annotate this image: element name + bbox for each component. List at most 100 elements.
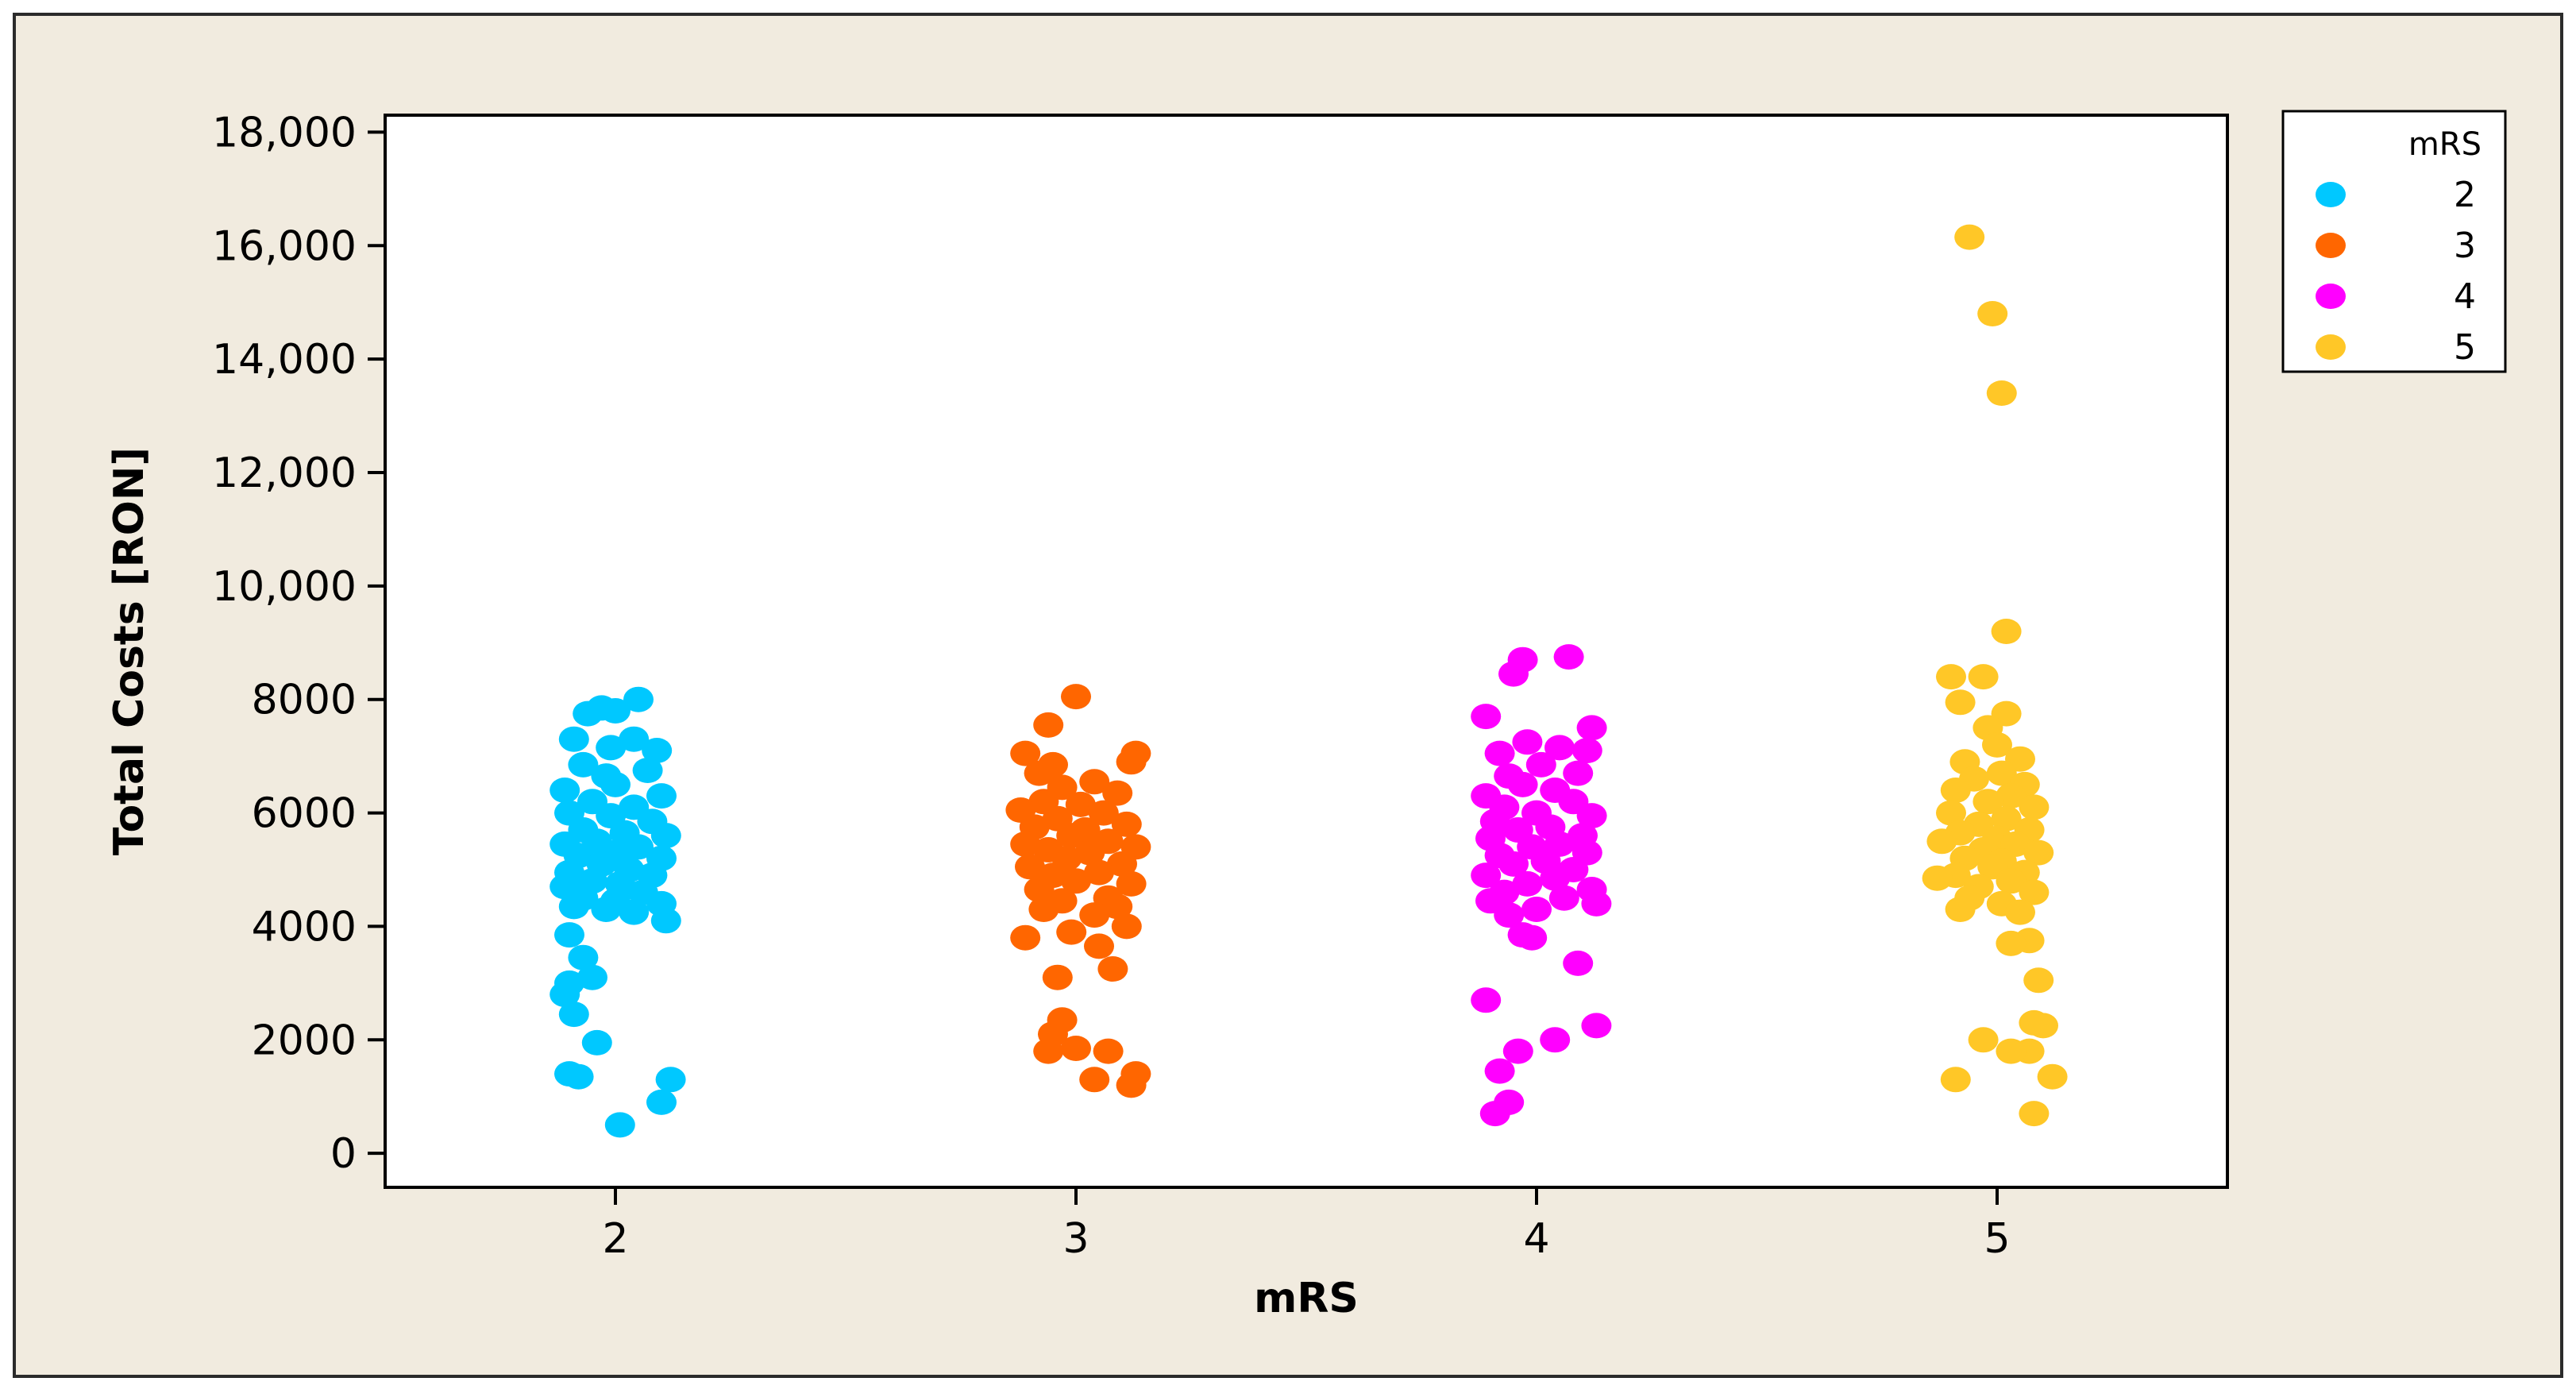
data-point-mrs-5: [1936, 800, 1966, 826]
data-point-mrs-5: [2019, 794, 2050, 820]
data-point-mrs-3: [1102, 893, 1133, 920]
data-point-mrs-3: [1010, 740, 1041, 766]
data-point-mrs-4: [1553, 644, 1584, 670]
data-point-mrs-4: [1484, 1058, 1515, 1084]
data-point-mrs-3: [1042, 964, 1073, 990]
data-point-mrs-2: [568, 751, 599, 778]
legend-label-4: 4: [2454, 276, 2476, 317]
data-point-mrs-3: [1061, 684, 1091, 710]
data-point-mrs-2: [558, 893, 589, 920]
data-point-mrs-2: [646, 1089, 677, 1115]
data-point-mrs-5: [1986, 380, 2017, 406]
data-point-mrs-4: [1563, 760, 1594, 786]
data-point-mrs-5: [2019, 879, 2050, 905]
data-point-mrs-2: [619, 726, 650, 752]
data-point-mrs-5: [1991, 619, 2022, 644]
data-point-mrs-5: [1972, 789, 2003, 815]
legend-label-3: 3: [2454, 226, 2476, 266]
data-point-mrs-4: [1498, 661, 1529, 687]
data-point-mrs-3: [1061, 868, 1091, 894]
data-point-mrs-2: [554, 922, 584, 948]
data-point-mrs-2: [600, 698, 631, 724]
data-point-mrs-4: [1471, 987, 1502, 1013]
data-point-mrs-2: [558, 1001, 589, 1028]
data-point-mrs-4: [1471, 704, 1502, 730]
legend-label-2: 2: [2454, 175, 2476, 215]
data-point-mrs-2: [650, 823, 681, 849]
data-point-mrs-3: [1097, 956, 1128, 982]
data-point-mrs-3: [1084, 933, 1114, 959]
data-point-mrs-2: [642, 738, 673, 763]
data-point-mrs-4: [1471, 863, 1502, 889]
data-point-mrs-5: [1940, 1067, 1971, 1093]
data-point-mrs-2: [623, 834, 654, 860]
data-point-mrs-2: [581, 1029, 612, 1055]
data-point-mrs-2: [632, 758, 663, 783]
data-point-mrs-2: [554, 1061, 584, 1087]
x-tick-label: 5: [1984, 1215, 2010, 1263]
data-point-mrs-2: [646, 783, 677, 809]
y-axis: 0 2000 4000 6000 8000 10,000 12,000 14,000 16,00…: [212, 109, 385, 1178]
legend: mRS 2 3 4 5: [2281, 110, 2507, 373]
data-point-mrs-5: [2005, 899, 2035, 925]
data-point-mrs-4: [1563, 950, 1594, 976]
data-point-mrs-3: [1107, 851, 1137, 877]
data-point-mrs-3: [1033, 1038, 1064, 1064]
data-point-mrs-3: [1024, 760, 1055, 786]
data-point-mrs-5: [1926, 828, 1957, 855]
data-point-mrs-2: [604, 1112, 635, 1138]
data-point-mrs-2: [550, 982, 580, 1008]
y-tick-label: 18,000: [212, 109, 357, 156]
legend-marker-2: [2316, 182, 2346, 207]
data-point-mrs-4: [1498, 851, 1529, 877]
data-point-mrs-4: [1484, 740, 1515, 766]
plot-area: [384, 114, 2229, 1189]
data-point-mrs-5: [1991, 805, 2022, 832]
data-point-mrs-5: [1954, 224, 1985, 250]
data-point-mrs-5: [1945, 689, 1976, 716]
data-point-mrs-2: [577, 964, 607, 990]
data-point-mrs-4: [1571, 738, 1602, 763]
data-point-mrs-3: [1116, 749, 1147, 775]
data-point-mrs-4: [1540, 1027, 1571, 1053]
data-point-mrs-3: [1093, 1038, 1124, 1064]
data-point-mrs-5: [1986, 760, 2017, 786]
data-point-mrs-3: [1056, 919, 1087, 945]
data-point-mrs-5: [1940, 778, 1971, 803]
data-point-mrs-2: [591, 897, 622, 922]
data-point-mrs-5: [1977, 301, 2008, 326]
data-point-mrs-5: [1996, 783, 2026, 809]
data-point-mrs-4: [1512, 729, 1543, 755]
data-point-mrs-5: [1996, 868, 2026, 894]
legend-marker-5: [2316, 334, 2346, 360]
data-point-mrs-3: [1102, 780, 1133, 806]
data-point-mrs-5: [1936, 664, 1966, 690]
data-point-mrs-4: [1479, 1101, 1510, 1127]
legend-entries: 2 3 4 5: [2316, 175, 2476, 368]
y-tick-label: 8000: [252, 677, 357, 724]
data-points: [550, 224, 2068, 1138]
data-point-mrs-5: [1996, 930, 2026, 956]
data-point-mrs-2: [623, 686, 654, 712]
data-point-mrs-5: [1996, 1038, 2026, 1064]
legend-title: mRS: [2408, 126, 2482, 163]
data-point-mrs-5: [1982, 731, 2012, 758]
data-point-mrs-2: [650, 908, 681, 934]
data-point-mrs-4: [1517, 924, 1548, 951]
data-point-mrs-3: [1028, 897, 1059, 922]
x-axis: 2 3 4 5: [602, 1187, 2011, 1263]
legend-marker-3: [2316, 233, 2346, 258]
y-tick-label: 0: [330, 1130, 357, 1178]
legend-label-5: 5: [2454, 327, 2476, 368]
data-point-mrs-2: [596, 735, 627, 761]
x-axis-label: mRS: [1254, 1275, 1359, 1322]
data-point-mrs-5: [2023, 967, 2054, 994]
data-point-mrs-3: [1010, 831, 1041, 857]
data-point-mrs-2: [619, 899, 650, 925]
y-axis-label: Total Costs [RON]: [106, 447, 153, 855]
data-point-mrs-3: [1061, 1036, 1091, 1061]
data-point-mrs-4: [1581, 890, 1612, 917]
data-point-mrs-4: [1502, 1038, 1533, 1064]
data-point-mrs-5: [1968, 1027, 1999, 1053]
y-tick-label: 2000: [252, 1017, 357, 1064]
